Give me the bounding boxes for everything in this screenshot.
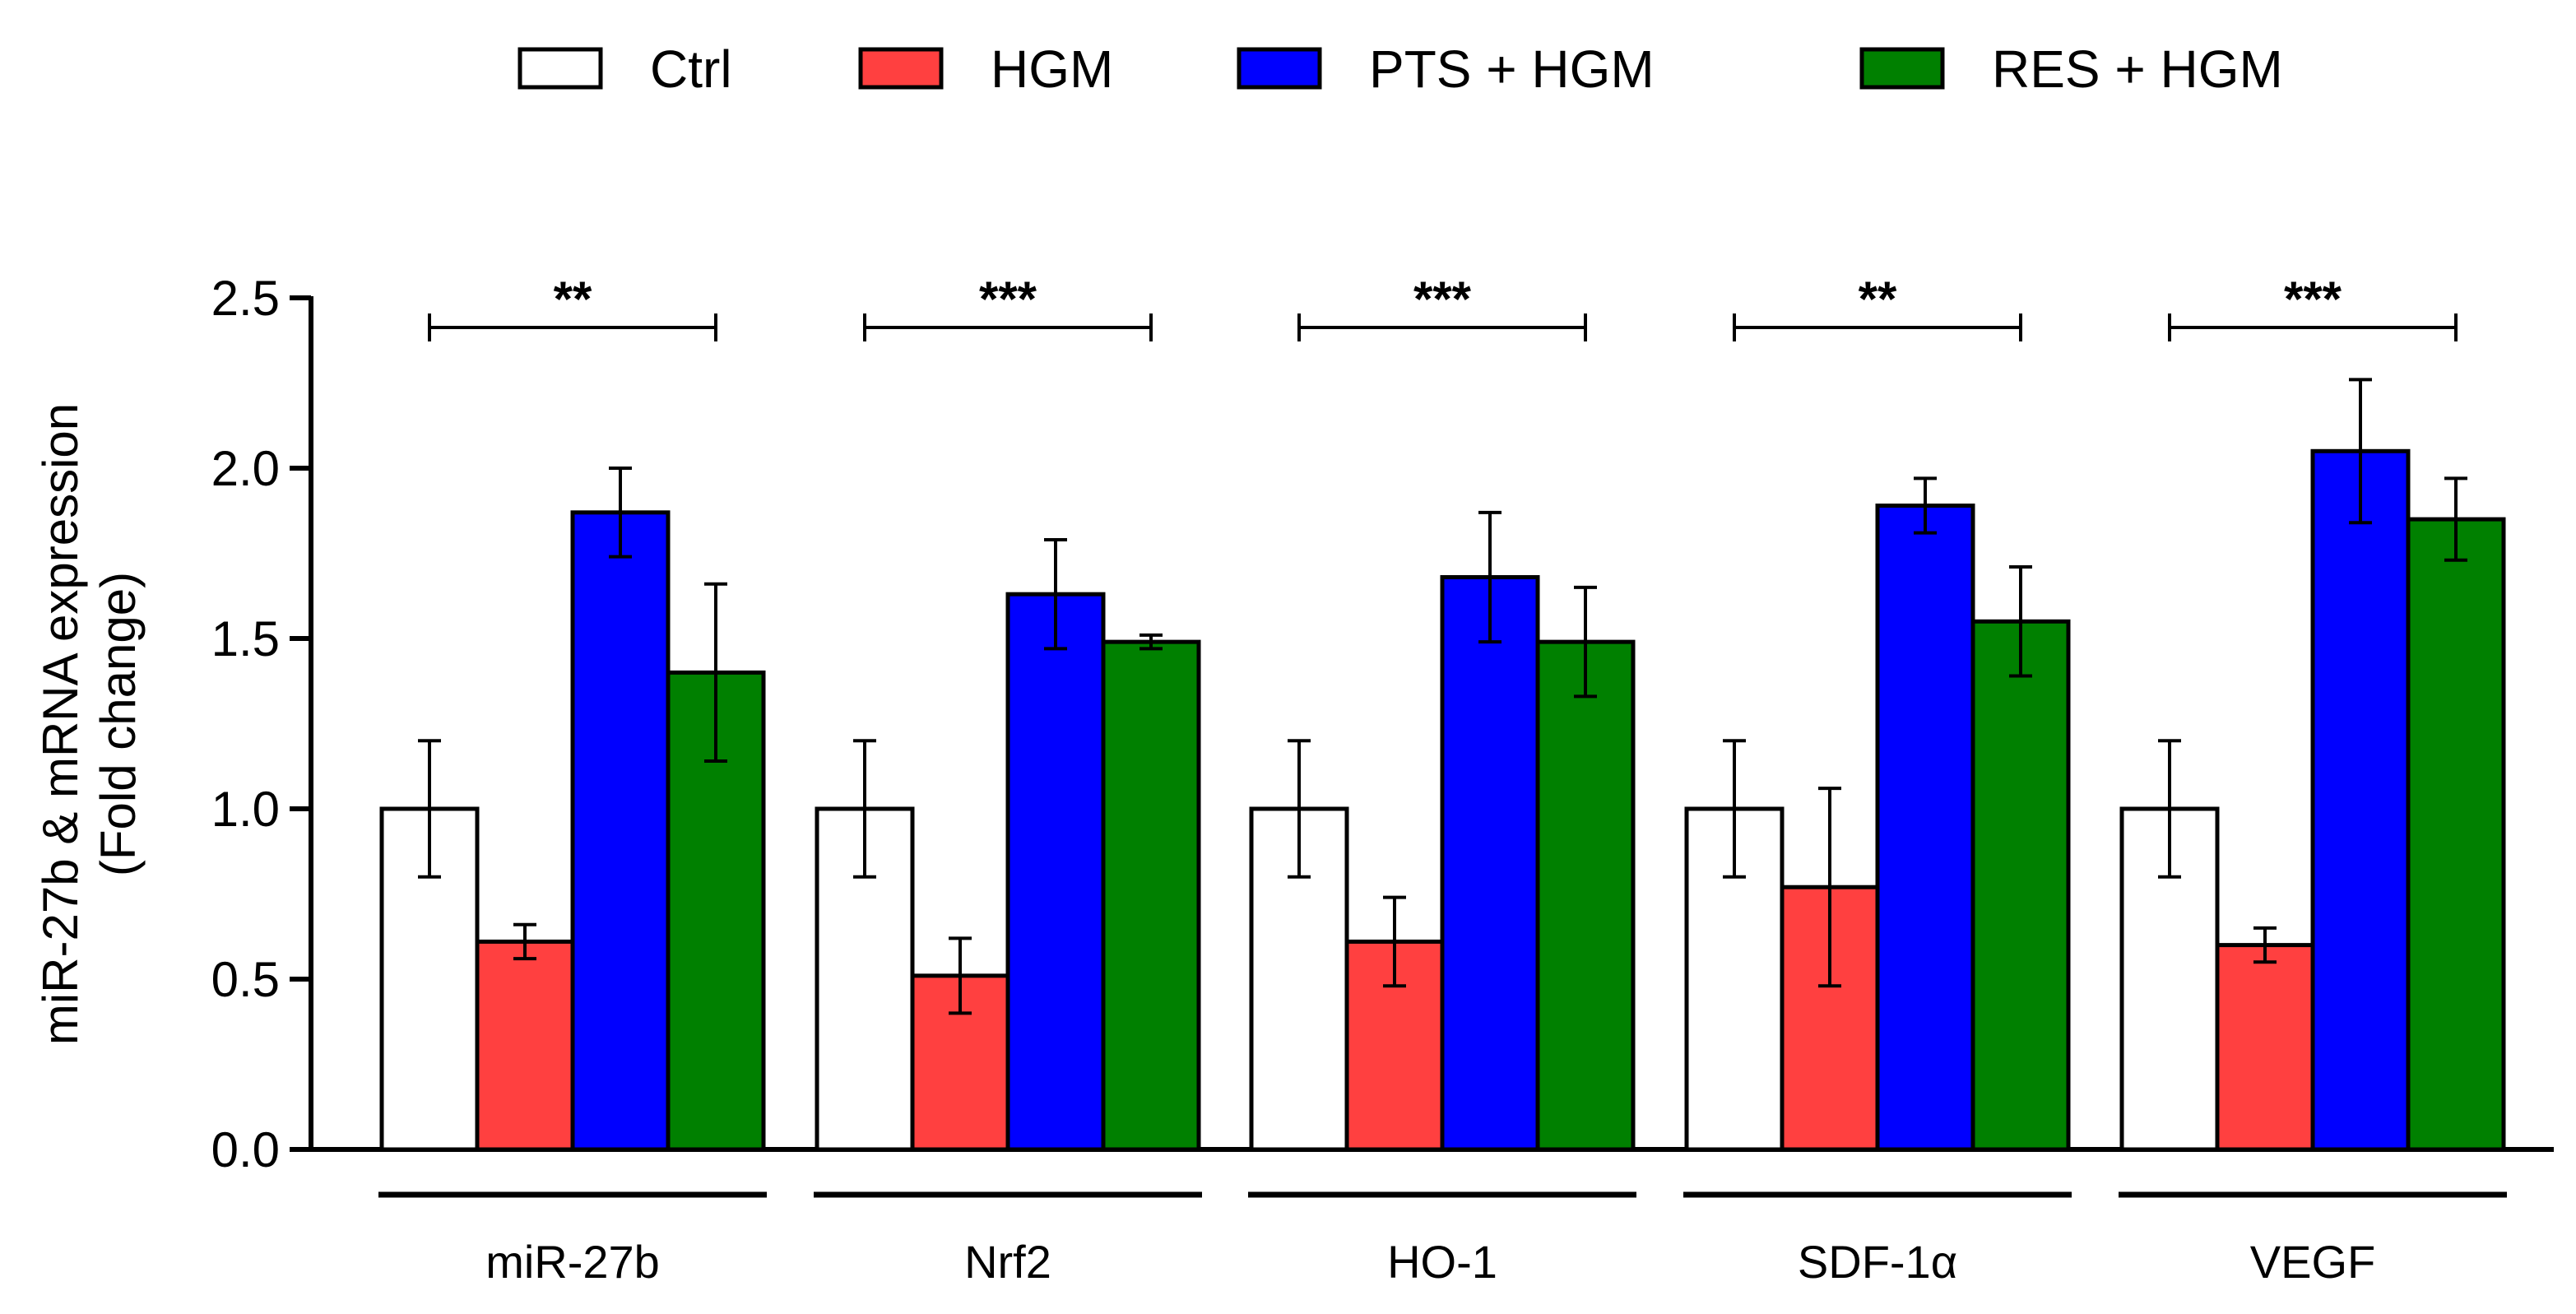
sig-label-3: ** — [1859, 272, 1897, 327]
bar-4-3 — [2406, 517, 2506, 1152]
sig-label-4: *** — [2284, 272, 2342, 327]
y-tick-label-4: 2.0 — [211, 441, 280, 496]
category-label-3: SDF-1α — [1798, 1236, 1957, 1288]
legend-swatch-1 — [518, 47, 603, 90]
bar-3-2 — [1875, 504, 1975, 1152]
y-tick-label-5: 2.5 — [211, 271, 280, 326]
legend-swatch-2 — [858, 47, 944, 90]
bar-4-2 — [2310, 448, 2411, 1152]
legend-swatch-3 — [1237, 47, 1322, 90]
y-axis-label-line-2: (Fold change) — [91, 572, 146, 876]
bars — [379, 378, 2506, 1152]
significance-annotations: ** *** *** ** *** — [428, 272, 2458, 341]
y-tick-label-0: 0.0 — [211, 1122, 280, 1177]
sig-label-0: ** — [554, 272, 592, 327]
bar-1-3 — [1101, 639, 1201, 1152]
legend-label-3: PTS + HGM — [1369, 39, 1655, 99]
y-tick-label-2: 1.0 — [211, 782, 280, 837]
category-label-0: miR-27b — [485, 1236, 660, 1288]
bar-0-2 — [570, 510, 671, 1152]
y-tick-label-3: 1.5 — [211, 611, 280, 666]
category-label-1: Nrf2 — [964, 1236, 1051, 1288]
category-label-4: VEGF — [2250, 1236, 2375, 1288]
bar-3-3 — [1970, 619, 2071, 1152]
legend-label-4: RES + HGM — [1992, 39, 2283, 99]
y-tick-label-1: 0.5 — [211, 952, 280, 1007]
legend-swatch-4 — [1859, 47, 1945, 90]
y-axis-label: miR-27b & mRNA expression (Fold change) — [33, 403, 146, 1045]
category-label-2: HO-1 — [1387, 1236, 1497, 1288]
bar-2-3 — [1535, 639, 1636, 1152]
bar-4-1 — [2215, 943, 2315, 1152]
legend-label-2: HGM — [991, 39, 1113, 99]
bar-0-1 — [475, 939, 575, 1152]
y-axis-label-line-1: miR-27b & mRNA expression — [33, 403, 88, 1045]
sig-label-1: *** — [979, 272, 1037, 327]
sig-label-2: *** — [1413, 272, 1472, 327]
legend-label-1: Ctrl — [650, 39, 732, 99]
bar-2-2 — [1440, 574, 1540, 1152]
bar-2-1 — [1344, 939, 1445, 1152]
bar-1-2 — [1005, 592, 1106, 1152]
x-axis: miR-27b Nrf2 HO-1 SDF-1α VEGF — [378, 1191, 2507, 1288]
legend: Ctrl HGM PTS + HGM RES + HGM — [518, 39, 2283, 99]
